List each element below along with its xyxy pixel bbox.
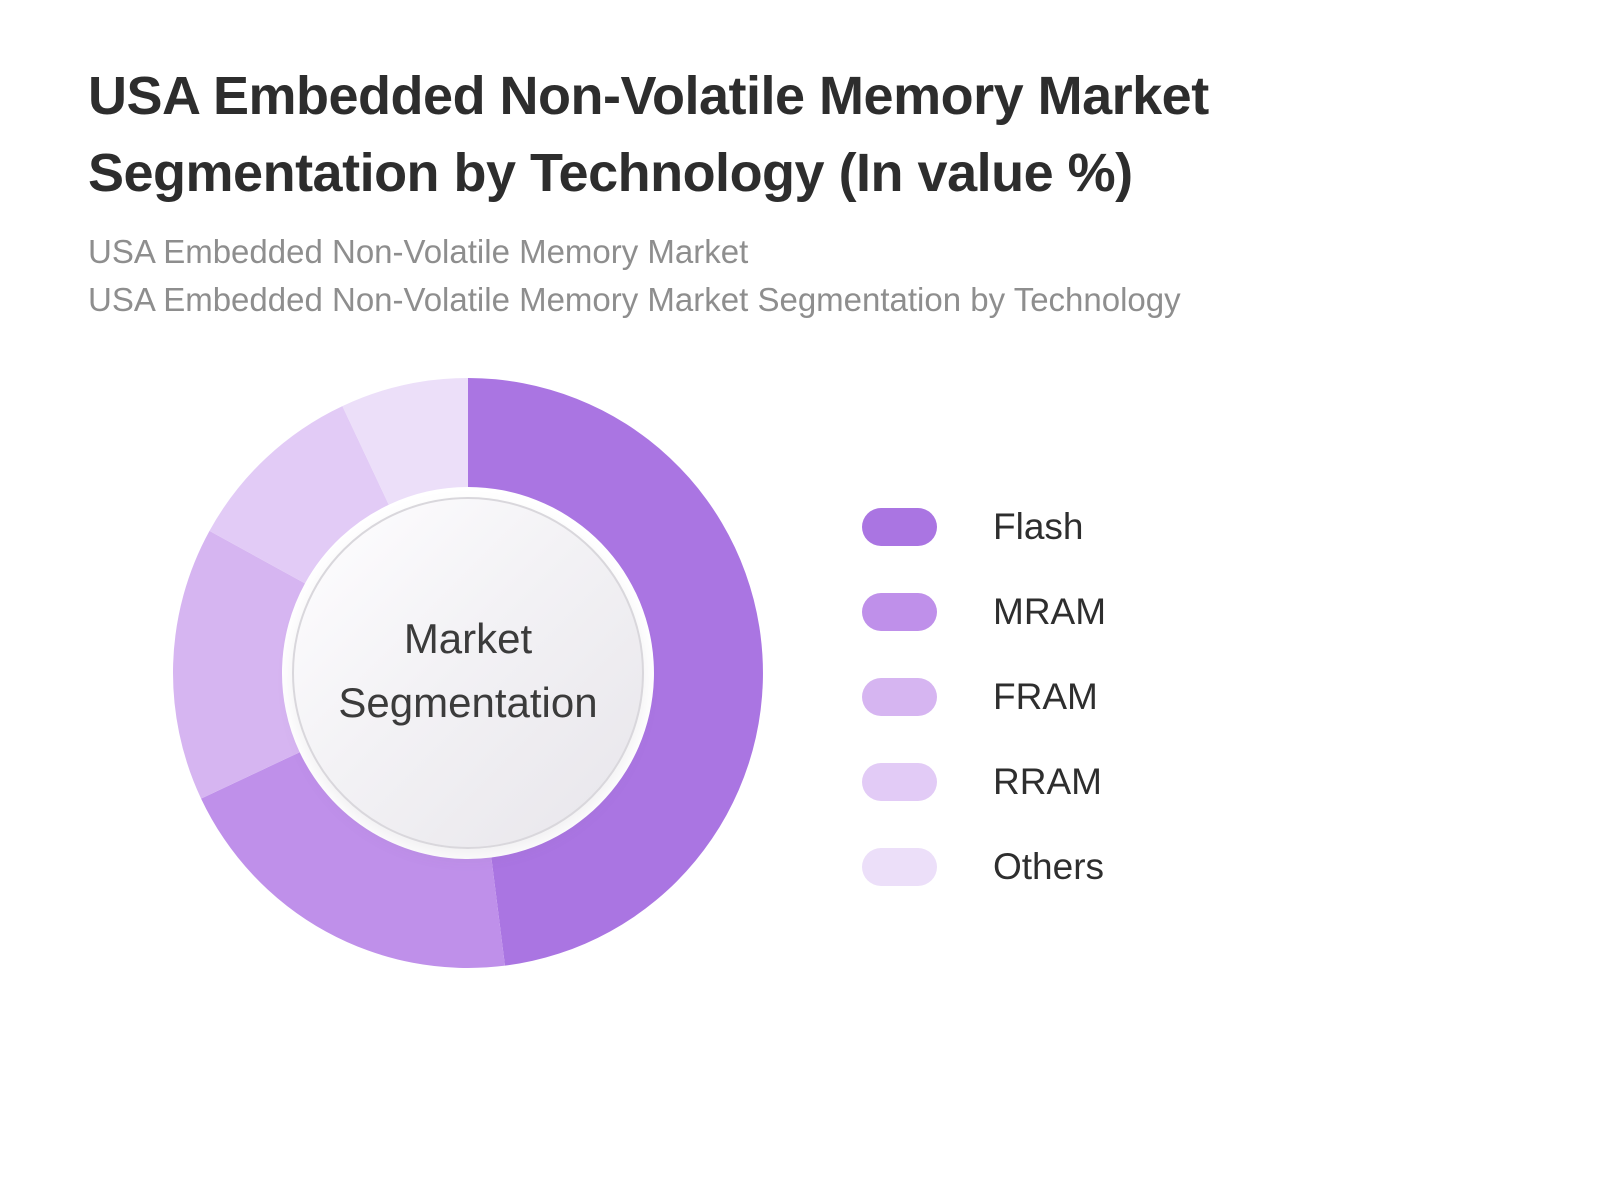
page-title-line-1: USA Embedded Non-Volatile Memory Market [88, 66, 1209, 126]
page-title-line-2: Segmentation by Technology (In value %) [88, 143, 1133, 203]
page-subtitle-line-1: USA Embedded Non-Volatile Memory Market [88, 233, 749, 270]
legend-label-others: Others [993, 846, 1105, 887]
legend-item-mram[interactable]: MRAM [862, 591, 1107, 632]
legend-item-rram[interactable]: RRAM [862, 761, 1106, 802]
page-title: USA Embedded Non-Volatile Memory Market … [88, 58, 1209, 212]
donut-center-circle [292, 497, 644, 849]
donut-center-label-line-1: Market [403, 615, 533, 662]
donut-segment-others[interactable] [342, 378, 468, 505]
legend-swatch-others [862, 848, 937, 886]
donut-segment-flash[interactable] [468, 378, 763, 966]
donut-segment-fram[interactable] [173, 530, 306, 799]
legend-swatch-fram [862, 678, 937, 716]
donut-segment-mram[interactable] [201, 752, 505, 968]
donut-segment-rram[interactable] [209, 406, 389, 584]
legend-item-flash[interactable]: Flash [862, 506, 1106, 547]
legend-item-fram[interactable]: FRAM [862, 676, 1106, 717]
legend-label-fram: FRAM [993, 676, 1098, 717]
legend-swatch-rram [862, 763, 937, 801]
page-subtitle-line-2: USA Embedded Non-Volatile Memory Market … [88, 281, 1181, 318]
legend-label-rram: RRAM [993, 761, 1102, 802]
legend-label-flash: Flash [993, 506, 1084, 547]
legend-item-others[interactable]: Others [862, 846, 1106, 887]
legend-label-mram: MRAM [993, 591, 1107, 632]
donut-center-label-line-2: Segmentation [338, 679, 598, 726]
legend-swatch-mram [862, 593, 937, 631]
page-subtitle: USA Embedded Non-Volatile Memory Market … [88, 228, 1181, 324]
legend-swatch-flash [862, 508, 937, 546]
donut-center-label: Market Segmentation [268, 607, 668, 735]
chart-legend: Flash MRAM FRAM RRAM Others [862, 506, 1107, 933]
